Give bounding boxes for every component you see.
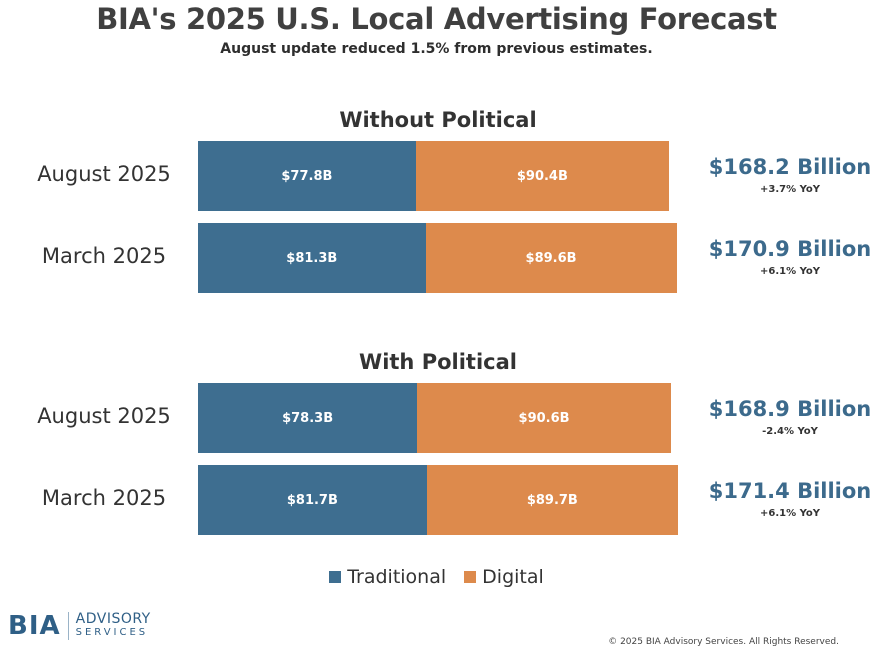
bar-digital: $89.6B: [425, 223, 677, 293]
bar-traditional: $77.8B: [198, 141, 416, 211]
logo-word-advisory: ADVISORY: [75, 611, 151, 627]
total-label: $171.4 Billion: [708, 479, 872, 503]
bar-digital: $89.7B: [426, 465, 678, 535]
row-label: August 2025: [37, 162, 171, 186]
logo-words: ADVISORY SERVICES: [75, 611, 151, 639]
bar-traditional: $78.3B: [198, 383, 418, 453]
row-label: August 2025: [37, 404, 171, 428]
copyright-text: © 2025 BIA Advisory Services. All Rights…: [608, 637, 839, 647]
yoy-label: +3.7% YoY: [759, 184, 821, 195]
bia-logo: BIA ADVISORY SERVICES: [8, 610, 151, 642]
logo-mark: BIA: [8, 611, 61, 641]
legend-item-traditional: Traditional: [329, 566, 446, 588]
yoy-label: -2.4% YoY: [762, 426, 818, 437]
bar-digital: $90.6B: [417, 383, 671, 453]
bar-traditional: $81.3B: [198, 223, 426, 293]
yoy-label: +6.1% YoY: [759, 266, 821, 277]
total-label: $168.9 Billion: [708, 397, 872, 421]
section-title-with-political: With Political: [359, 350, 517, 374]
chart-title: BIA's 2025 U.S. Local Advertising Foreca…: [96, 2, 777, 36]
legend-item-digital: Digital: [464, 566, 544, 588]
legend-swatch-digital: [464, 571, 477, 583]
legend: Traditional Digital: [0, 566, 873, 588]
row-label: March 2025: [41, 486, 167, 510]
bar-digital: $90.4B: [415, 141, 669, 211]
chart-subtitle: August update reduced 1.5% from previous…: [220, 41, 653, 57]
row-label: March 2025: [41, 244, 167, 268]
total-label: $168.2 Billion: [708, 155, 872, 179]
logo-divider: [67, 612, 69, 640]
yoy-label: +6.1% YoY: [759, 508, 821, 519]
section-title-without-political: Without Political: [339, 108, 537, 132]
total-label: $170.9 Billion: [708, 237, 872, 261]
legend-label-traditional: Traditional: [347, 566, 447, 588]
legend-swatch-traditional: [329, 571, 342, 583]
legend-label-digital: Digital: [482, 566, 544, 588]
logo-word-services: SERVICES: [75, 627, 149, 638]
bar-traditional: $81.7B: [198, 465, 427, 535]
